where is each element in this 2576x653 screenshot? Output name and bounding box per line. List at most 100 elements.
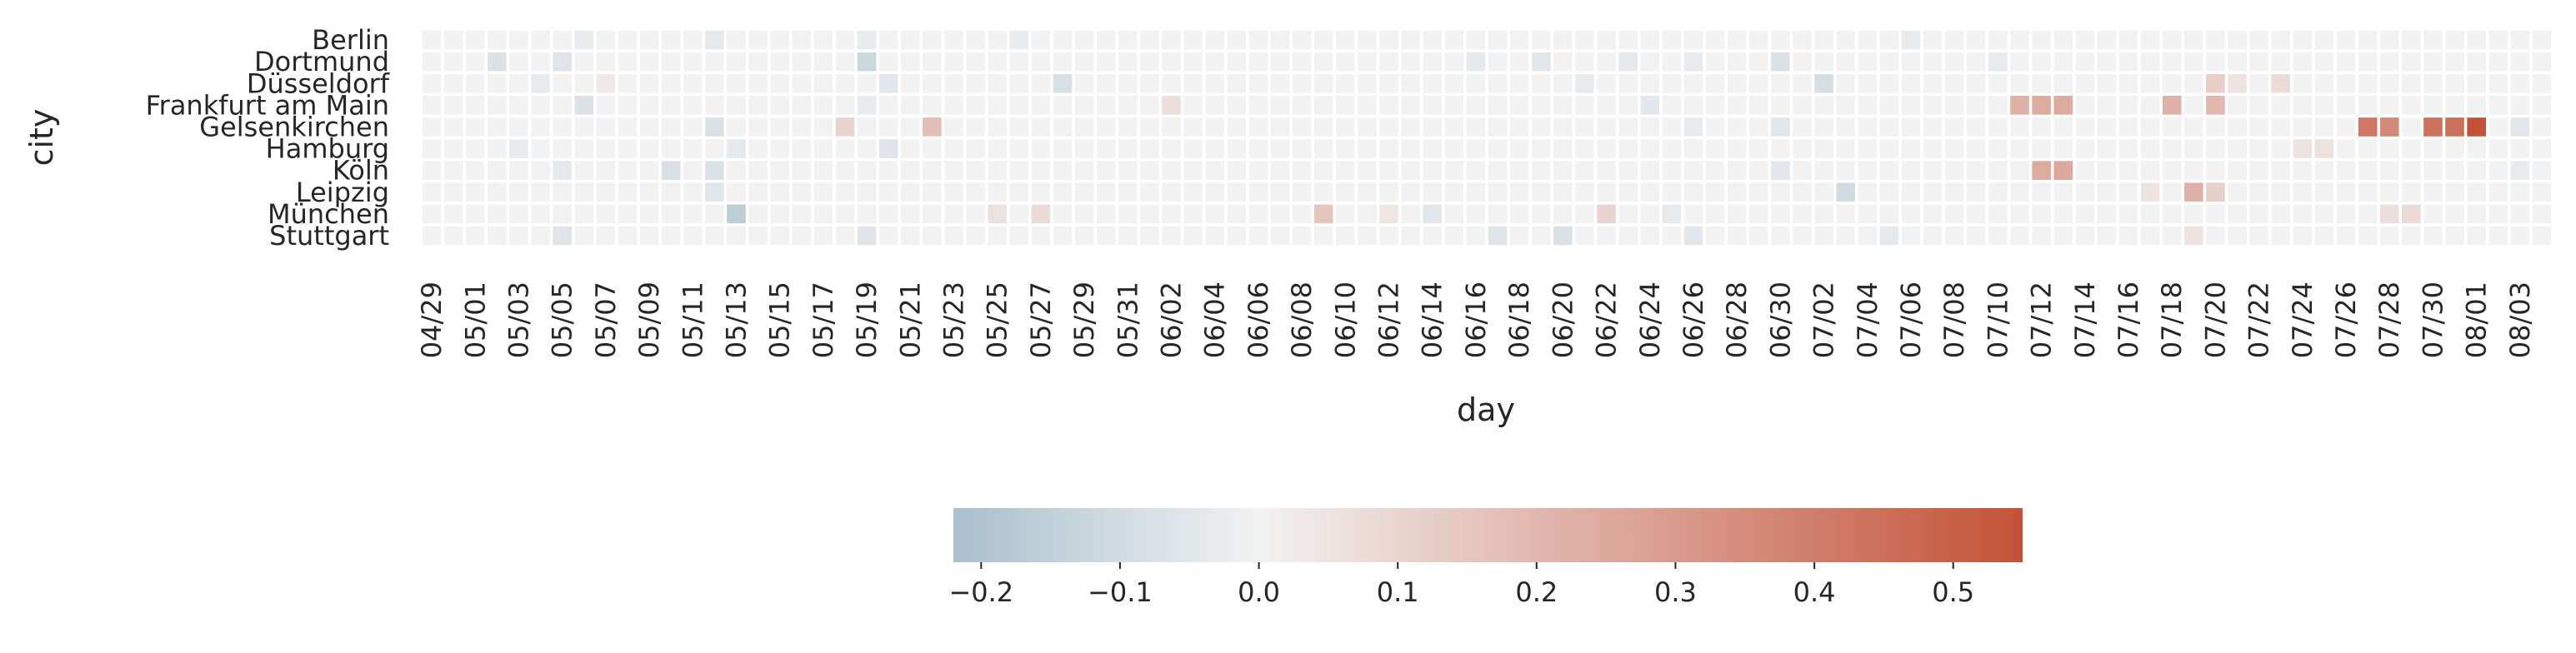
heatmap-cell (2271, 96, 2291, 115)
heatmap-cell (1988, 96, 2008, 115)
heatmap-cell (509, 52, 528, 72)
x-tick-label: 07/06 (1895, 282, 1927, 358)
heatmap-cell (422, 161, 442, 180)
heatmap-cell (1858, 161, 1878, 180)
heatmap-cell (661, 117, 681, 137)
heatmap-cell (1509, 204, 1529, 224)
heatmap-cell (2097, 73, 2117, 93)
heatmap-cell (2162, 182, 2182, 202)
heatmap-cell (1118, 117, 1138, 137)
heatmap-cell (2271, 30, 2291, 50)
heatmap-cell (2075, 139, 2095, 158)
heatmap-cell (2010, 204, 2029, 224)
heatmap-cell (1031, 30, 1051, 50)
heatmap-cell (2249, 204, 2268, 224)
heatmap-cell (2228, 30, 2247, 50)
heatmap-cell (1705, 161, 1725, 180)
heatmap-cell (509, 139, 528, 158)
heatmap-cell (1531, 52, 1551, 72)
heatmap-cell (2379, 139, 2399, 158)
heatmap-cell (574, 30, 594, 50)
heatmap-cell (1597, 117, 1616, 137)
heatmap-cell (488, 139, 507, 158)
heatmap-cell (2206, 161, 2225, 180)
y-tick-label: Köln (333, 155, 389, 187)
heatmap-cell (988, 52, 1007, 72)
heatmap-cell (878, 73, 898, 93)
heatmap-cell (1205, 117, 1225, 137)
heatmap-cell (1488, 182, 1508, 202)
heatmap-cell (1705, 117, 1725, 137)
heatmap-cell (553, 204, 572, 224)
x-tick-label: 07/14 (2069, 282, 2101, 358)
heatmap-cell (1227, 73, 1247, 93)
heatmap-cell (1248, 30, 1268, 50)
heatmap-cell (2293, 226, 2313, 246)
heatmap-cell (2293, 204, 2313, 224)
heatmap-cell (1705, 204, 1725, 224)
heatmap-cell (2184, 161, 2203, 180)
heatmap-cell (1793, 139, 1812, 158)
heatmap-cell (1292, 182, 1312, 202)
heatmap-cell (1031, 182, 1051, 202)
heatmap-cell (1292, 226, 1312, 246)
heatmap-cell (2488, 30, 2508, 50)
x-tick-label: 04/29 (416, 282, 448, 358)
x-tick-label: 05/23 (938, 282, 970, 358)
heatmap-cell (1162, 204, 1181, 224)
heatmap-cell (923, 73, 942, 93)
heatmap-cell (1858, 73, 1878, 93)
heatmap-cell (813, 96, 833, 115)
heatmap-cell (422, 30, 442, 50)
heatmap-cell (1488, 117, 1508, 137)
heatmap-cell (1205, 182, 1225, 202)
heatmap-cell (1009, 73, 1029, 93)
heatmap-cell (727, 139, 746, 158)
heatmap-cell (2402, 117, 2421, 137)
heatmap-cell (2184, 204, 2203, 224)
heatmap-cell (2445, 139, 2464, 158)
heatmap-cell (1814, 30, 1833, 50)
heatmap-cell (2510, 30, 2530, 50)
heatmap-cell (857, 204, 877, 224)
heatmap-cell (1531, 161, 1551, 180)
heatmap-cell (900, 182, 920, 202)
heatmap-cell (1096, 96, 1116, 115)
heatmap-cell (792, 117, 812, 137)
heatmap-cell (1401, 204, 1420, 224)
heatmap-cell (1248, 117, 1268, 137)
heatmap-cell (1358, 117, 1377, 137)
heatmap-cell (878, 30, 898, 50)
y-tick-label: Berlin (312, 24, 389, 56)
x-tick-label: 05/01 (459, 282, 491, 358)
heatmap-cell (596, 139, 616, 158)
heatmap-cell (1140, 182, 1159, 202)
heatmap-cell (2075, 182, 2095, 202)
heatmap-cell (1292, 52, 1312, 72)
heatmap-cell (531, 204, 550, 224)
heatmap-cell (1401, 117, 1420, 137)
heatmap-cell (1248, 73, 1268, 93)
heatmap-cell (748, 52, 768, 72)
heatmap-cell (509, 161, 528, 180)
x-tick-label: 05/15 (764, 282, 796, 358)
heatmap-cell (1379, 182, 1398, 202)
heatmap-cell (1923, 52, 1943, 72)
heatmap-cell (1662, 52, 1682, 72)
heatmap-cell (2118, 117, 2138, 137)
heatmap-cell (792, 182, 812, 202)
heatmap-cell (748, 182, 768, 202)
heatmap-cell (596, 161, 616, 180)
heatmap-cell (2488, 96, 2508, 115)
heatmap-cell (1292, 204, 1312, 224)
heatmap-cell (2402, 182, 2421, 202)
colorbar-tick-label: −0.1 (1088, 576, 1153, 608)
heatmap-cell (1401, 73, 1420, 93)
heatmap-cell (1140, 96, 1159, 115)
heatmap-cell (2271, 182, 2291, 202)
heatmap-cell (2336, 117, 2356, 137)
heatmap-cell (1336, 161, 1355, 180)
heatmap-cell (900, 139, 920, 158)
colorbar-tick-label: 0.0 (1238, 576, 1280, 608)
heatmap-cell (1858, 226, 1878, 246)
